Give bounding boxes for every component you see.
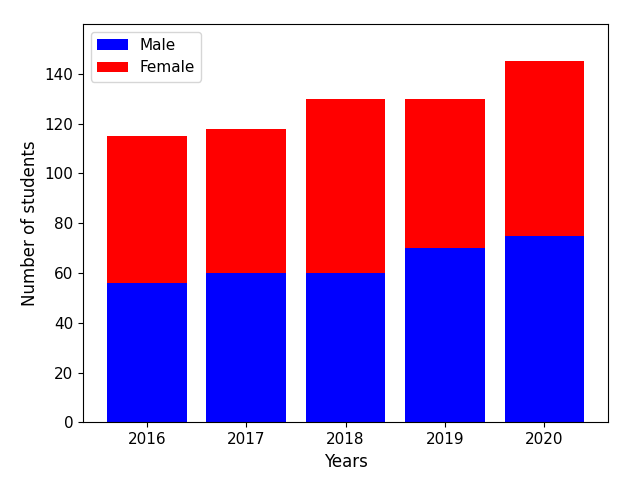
Bar [306, 273, 385, 422]
Bar [504, 61, 584, 236]
Bar [107, 283, 187, 422]
Bar [504, 236, 584, 422]
Legend: Male, Female: Male, Female [91, 32, 201, 82]
Bar [405, 99, 484, 248]
Bar [207, 129, 286, 273]
Bar [207, 273, 286, 422]
Bar [107, 136, 187, 283]
Y-axis label: Number of students: Number of students [21, 140, 39, 306]
Bar [306, 99, 385, 273]
X-axis label: Years: Years [324, 453, 367, 471]
Bar [405, 248, 484, 422]
